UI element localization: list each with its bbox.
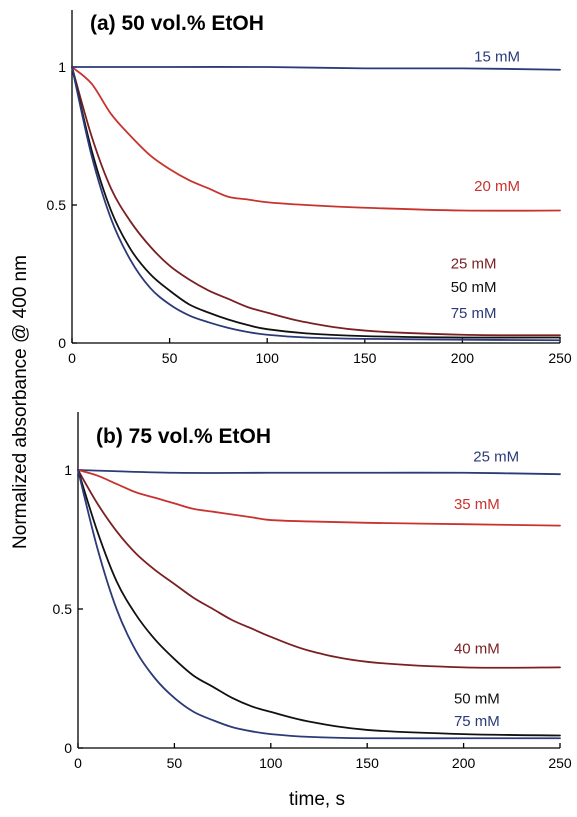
panel-b-x-tick-label: 50 (167, 755, 183, 771)
panel-b-curve-label: 75 mM (454, 713, 500, 730)
panel-a-curve-label: 20 mM (474, 178, 520, 195)
panel-a-curve-label: 25 mM (451, 255, 497, 272)
panel-b-series-40-mm (77, 469, 561, 669)
panel-b-y-tick-label: 1 (64, 462, 72, 478)
panel-b-curve-label: 35 mM (454, 496, 500, 513)
panel-a-x-tick-label: 150 (353, 350, 377, 366)
panel-b-curve-label: 25 mM (473, 449, 519, 466)
panel-b-series-75-mm (77, 469, 561, 740)
panel-a-curve-label: 75 mM (451, 305, 497, 322)
panel-a-title: (a) 50 vol.% EtOH (90, 12, 264, 35)
panel-a-curve-label: 15 mM (474, 48, 520, 65)
panel-b-x-tick-label: 100 (259, 755, 283, 771)
panel-b-y-tick-label: 0.5 (53, 601, 73, 617)
panel-b-series-35-mm (77, 469, 561, 527)
panel-b-x-tick-label: 200 (452, 755, 476, 771)
panel-a-series-25-mm (71, 66, 561, 337)
panel-a-chart: 0 50 100 150 200 250 0 0.5 1 (a) 50 vol.% EtOH 15 … (47, 10, 572, 366)
panel-b-series-25-mm (77, 469, 561, 476)
panel-a-x-tick-label: 250 (548, 350, 572, 366)
panel-a-y-tick-label: 0.5 (47, 197, 67, 213)
panel-a-curve-label: 50 mM (451, 279, 497, 296)
panel-a-series-75-mm (71, 66, 561, 342)
panel-b-curve-label: 40 mM (454, 640, 500, 657)
panel-a-series-20-mm (71, 66, 561, 212)
panel-b-chart: 0 50 100 150 200 250 0 0.5 1 (b) 75 vol.% EtOH 25 … (53, 412, 572, 771)
panel-b-series-50-mm (77, 469, 561, 737)
panel-a-series-15-mm (71, 65, 561, 71)
panel-a-y-tick-label: 0 (58, 335, 66, 351)
panel-a-series-50-mm (71, 66, 561, 339)
panel-b-x-tick-label: 0 (74, 755, 82, 771)
panel-a-x-tick-label: 50 (162, 350, 178, 366)
y-axis-label: Normalized absorbance @ 400 nm (10, 255, 31, 549)
panel-a-x-tick-label: 200 (451, 350, 475, 366)
panel-b-y-tick-label: 0 (64, 740, 72, 756)
panel-a-y-tick-label: 1 (58, 59, 66, 75)
panel-b-x-tick-label: 150 (356, 755, 380, 771)
panel-a-x-tick-label: 0 (68, 350, 76, 366)
panel-b-curve-label: 50 mM (454, 691, 500, 708)
x-axis-label: time, s (289, 789, 345, 810)
panel-b-x-tick-label: 250 (548, 755, 572, 771)
panel-b-title: (b) 75 vol.% EtOH (96, 425, 271, 448)
panel-a-x-tick-label: 100 (256, 350, 280, 366)
